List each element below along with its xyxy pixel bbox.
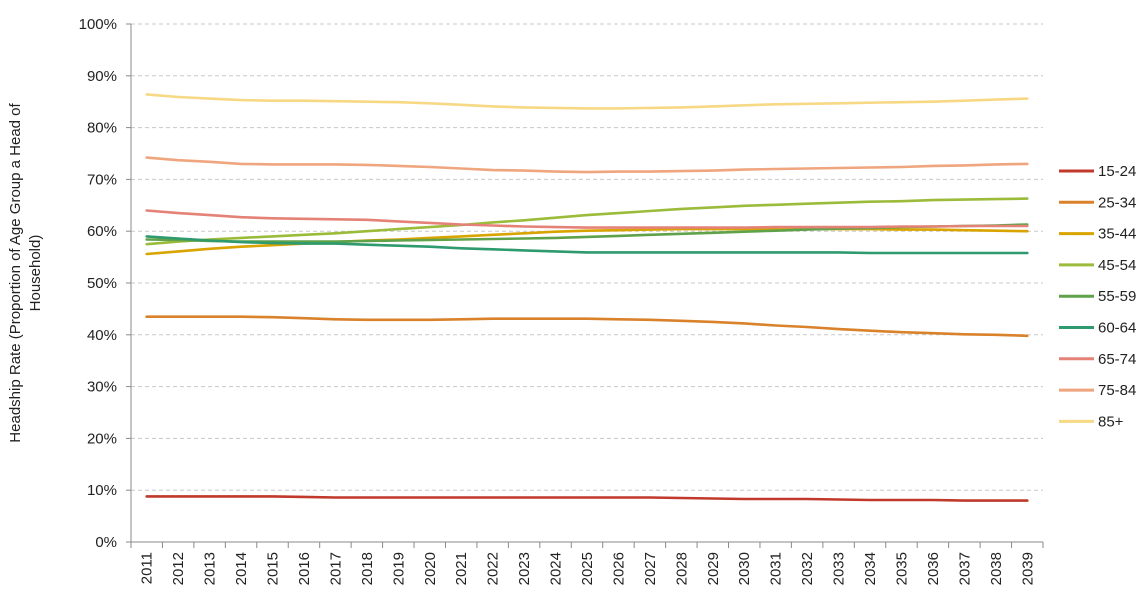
- series-lines: [145, 93, 1029, 502]
- gridlines: [131, 23, 1043, 491]
- x-tick-label: 2031: [768, 552, 785, 585]
- y-tick-label: 10%: [87, 482, 117, 499]
- x-tick-label: 2024: [548, 552, 565, 585]
- y-tick-label: 100%: [79, 16, 117, 33]
- series-line-15-24: [145, 495, 1029, 502]
- y-tick-label: 80%: [87, 120, 117, 137]
- legend-label: 85+: [1098, 413, 1124, 430]
- y-tick-label: 90%: [87, 68, 117, 85]
- legend-label: 15-24: [1098, 163, 1136, 180]
- x-tick-label: 2028: [673, 552, 690, 585]
- y-tick-label: 70%: [87, 171, 117, 188]
- x-tick-label: 2013: [202, 552, 219, 585]
- x-tick-label: 2018: [359, 552, 376, 585]
- x-tick-label: 2033: [831, 552, 848, 585]
- legend-label: 35-44: [1098, 226, 1136, 243]
- legend: 15-24 25-34 35-44 45-54 55-59 60-64 65-74 75-84…: [1059, 163, 1136, 430]
- series-line-60-64: [145, 235, 1029, 255]
- y-axis-title: Headship Rate (Proportion of Age Group a…: [7, 102, 44, 442]
- series-line-85+: [145, 93, 1029, 110]
- y-tick-label: 30%: [87, 379, 117, 396]
- axes: [126, 23, 1044, 548]
- x-tick-label: 2034: [862, 552, 879, 585]
- x-tick-labels: 2011 2012 2013 2014 2015 2016 2017 2018 2019 2020…: [139, 552, 1037, 585]
- x-tick-label: 2021: [453, 552, 470, 585]
- x-tick-label: 2022: [485, 552, 502, 585]
- x-tick-label: 2038: [988, 552, 1005, 585]
- y-axis-title-line: Headship Rate (Proportion of Age Group a…: [7, 102, 24, 442]
- legend-label: 75-84: [1098, 382, 1136, 399]
- legend-label: 65-74: [1098, 351, 1136, 368]
- x-tick-label: 2015: [265, 552, 282, 585]
- x-tick-label: 2014: [233, 552, 250, 585]
- y-tick-labels: 0% 10% 20% 30% 40% 50% 60% 70% 80% 90% 100%: [79, 16, 117, 551]
- series-line-75-84: [145, 156, 1029, 174]
- y-tick-label: 0%: [95, 534, 117, 551]
- x-tick-label: 2023: [516, 552, 533, 585]
- y-tick-label: 60%: [87, 223, 117, 240]
- x-tick-label: 2025: [579, 552, 596, 585]
- x-tick-label: 2020: [422, 552, 439, 585]
- x-tick-label: 2032: [799, 552, 816, 585]
- legend-label: 60-64: [1098, 320, 1136, 337]
- series-line-45-54: [145, 197, 1029, 246]
- legend-label: 25-34: [1098, 194, 1136, 211]
- x-tick-label: 2012: [170, 552, 187, 585]
- x-tick-label: 2036: [925, 552, 942, 585]
- series-line-25-34: [145, 315, 1029, 338]
- x-tick-label: 2035: [893, 552, 910, 585]
- x-tick-label: 2019: [390, 552, 407, 585]
- x-tick-label: 2017: [327, 552, 344, 585]
- legend-label: 45-54: [1098, 257, 1136, 274]
- x-tick-label: 2029: [705, 552, 722, 585]
- x-tick-label: 2016: [296, 552, 313, 585]
- x-tick-label: 2030: [736, 552, 753, 585]
- y-tick-label: 20%: [87, 430, 117, 447]
- series-line-65-74: [145, 209, 1029, 229]
- x-tick-label: 2037: [956, 552, 973, 585]
- y-tick-label: 50%: [87, 275, 117, 292]
- x-tick-label: 2026: [610, 552, 627, 585]
- x-tick-label: 2039: [1019, 552, 1036, 585]
- y-axis-title-line: Household): [27, 235, 44, 312]
- x-tick-label: 2027: [642, 552, 659, 585]
- y-tick-label: 40%: [87, 327, 117, 344]
- x-tick-label: 2011: [139, 552, 156, 584]
- legend-label: 55-59: [1098, 288, 1136, 305]
